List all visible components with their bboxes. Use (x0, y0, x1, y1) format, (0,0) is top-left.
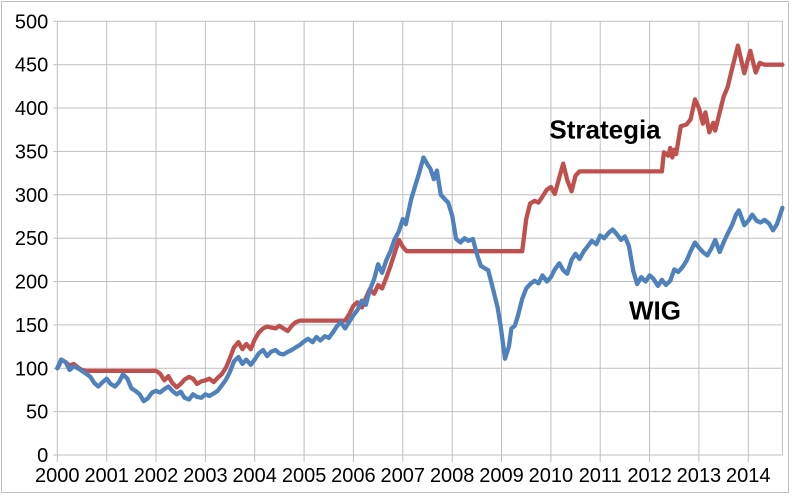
x-tick-label: 2009 (479, 465, 524, 487)
y-tick-label: 300 (15, 185, 48, 207)
x-tick-label: 2013 (677, 465, 722, 487)
y-tick-label: 500 (15, 11, 48, 33)
series-label-strategia: Strategia (549, 114, 661, 145)
x-tick-label: 2014 (726, 465, 771, 487)
y-tick-label: 0 (37, 445, 48, 467)
x-tick-label: 2001 (84, 465, 129, 487)
x-tick-label: 2000 (35, 465, 80, 487)
y-tick-label: 350 (15, 141, 48, 163)
x-tick-label: 2007 (381, 465, 426, 487)
series-line-strategia (55, 43, 785, 390)
y-tick-label: 150 (15, 315, 48, 337)
x-tick-label: 2005 (282, 465, 327, 487)
y-tick-label: 450 (15, 55, 48, 77)
x-tick-label: 2002 (134, 465, 179, 487)
x-tick-label: 2012 (627, 465, 672, 487)
x-tick-label: 2004 (232, 465, 277, 487)
x-tick-label: 2011 (579, 465, 622, 487)
x-tick-label: 2010 (529, 465, 574, 487)
series-label-wig: WIG (629, 295, 681, 326)
series-line-wig (55, 155, 785, 404)
x-tick-label: 2006 (331, 465, 376, 487)
x-tick-label: 2008 (430, 465, 475, 487)
y-tick-label: 250 (15, 228, 48, 250)
y-tick-label: 100 (15, 358, 48, 380)
y-tick-label: 400 (15, 98, 48, 120)
y-tick-label: 200 (15, 272, 48, 294)
y-tick-label: 50 (26, 402, 48, 424)
x-tick-label: 2003 (183, 465, 228, 487)
